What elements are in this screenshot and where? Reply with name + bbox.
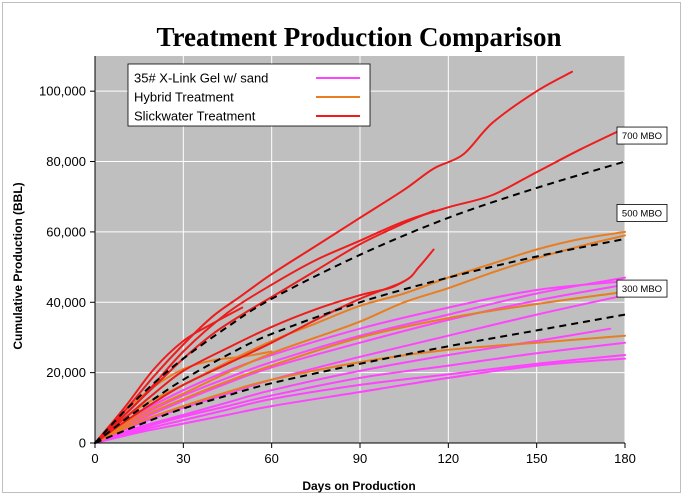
x-axis-label: Days on Production [302, 479, 415, 493]
slickwater-series-line-0 [94, 70, 573, 444]
gel-series-line-13 [94, 294, 626, 444]
y-tick-label: 0 [79, 436, 86, 451]
type-curve-label-box [616, 126, 668, 145]
axes: 0 30 60 90 120 150 180 0 20,000 40,000 60,000 80,00… [39, 56, 636, 466]
x-tick-label: 120 [437, 451, 459, 466]
gel-series-line-15 [94, 341, 626, 444]
slickwater-series-line-5 [94, 306, 244, 444]
x-tick-label: 180 [614, 451, 636, 466]
type-curve-line-2 [94, 313, 626, 444]
slickwater-series-line-1 [94, 127, 626, 444]
hybrid-series-line-7 [94, 234, 626, 444]
type-curve-layer: 700 MBO 500 MBO 300 MBO [94, 126, 668, 444]
gel-series-line-17 [94, 357, 626, 444]
y-tick-label: 40,000 [46, 295, 86, 310]
slickwater-series-line-4 [94, 248, 435, 444]
gel-series-line-16 [94, 354, 626, 444]
y-tick-label: 60,000 [46, 224, 86, 239]
type-curve-label: 500 MBO [622, 208, 662, 219]
x-tick-label: 90 [353, 451, 367, 466]
legend-label: Slickwater Treatment [134, 109, 256, 124]
legend: 35# X-Link Gel w/ sand Hybrid Treatment Sl… [127, 63, 371, 127]
hybrid-series-line-10 [94, 334, 626, 444]
y-tick-label: 100,000 [39, 84, 86, 99]
gel-series-line-18 [94, 280, 626, 444]
x-tick-label: 150 [526, 451, 548, 466]
gel-series-line-11 [94, 276, 626, 444]
chart-title: Treatment Production Comparison [157, 22, 562, 52]
x-tick-label: 30 [176, 451, 190, 466]
y-tick-label: 20,000 [46, 365, 86, 380]
y-axis-label: Cumulative Production (BBL) [11, 182, 25, 349]
gel-series-line-12 [94, 283, 626, 444]
slickwater-series-line-2 [94, 209, 435, 444]
type-curve-label: 700 MBO [622, 131, 662, 142]
type-curve-label-box [616, 279, 668, 298]
type-curve-line-0 [94, 160, 626, 444]
legend-label: Hybrid Treatment [134, 90, 234, 105]
type-curve-label: 300 MBO [622, 284, 662, 295]
type-curve-label-box [616, 204, 668, 222]
legend-label: 35# X-Link Gel w/ sand [134, 71, 268, 86]
series-layer [94, 70, 626, 444]
hybrid-series-line-9 [94, 290, 626, 444]
x-tick-label: 0 [91, 451, 98, 466]
y-tick-label: 80,000 [46, 154, 86, 169]
x-tick-label: 60 [264, 451, 278, 466]
type-curve-line-1 [94, 237, 626, 444]
